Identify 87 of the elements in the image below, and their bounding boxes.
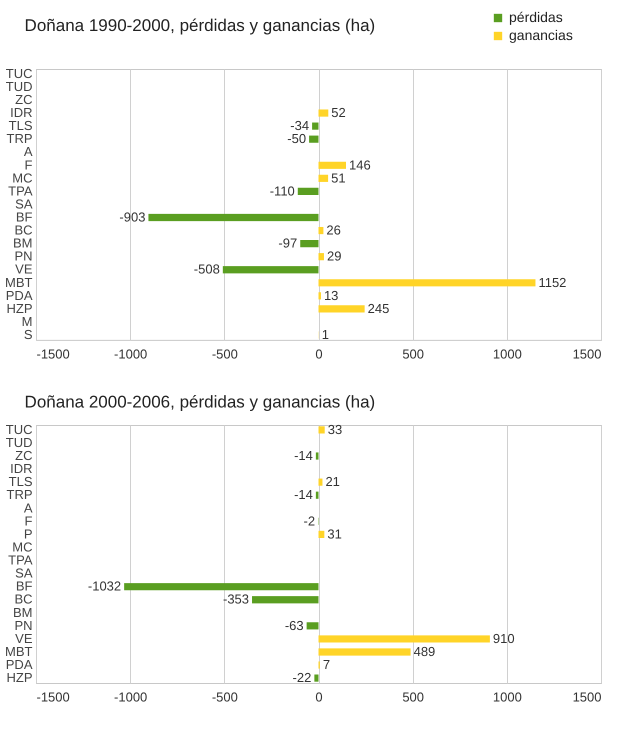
x-tick-label: 500 [402,690,424,704]
y-tick-label: TPA [8,552,33,568]
y-tick-label: TUC [6,422,32,437]
chart-title: Doñana 2000-2006, pérdidas y ganancias (ha) [24,392,376,412]
y-tick-label: VE [15,262,33,277]
y-tick-label: F [24,513,33,528]
data-label: -353 [222,592,250,607]
y-tick-label: TRP [6,487,32,502]
data-label: 1 [322,327,329,342]
data-label: -2 [304,513,316,528]
data-label: -34 [290,118,310,134]
data-label: 245 [368,300,390,316]
y-tick-label: SA [15,196,33,212]
data-label: 31 [327,526,342,542]
y-tick-label: PN [14,618,32,633]
y-tick-label: TUC [6,66,32,81]
data-label: 910 [492,630,515,646]
x-tick-label: 1500 [572,346,602,362]
x-tick-label: 500 [402,346,424,362]
y-tick-label: TUD [6,78,32,94]
y-tick-label: BC [14,592,32,607]
y-tick-label: S [24,327,33,342]
legend-label: pérdidas [509,9,563,25]
y-tick-label: BF [16,210,33,225]
y-tick-label: PDA [6,288,33,303]
data-label: -110 [270,183,295,198]
data-label: -50 [287,131,306,146]
data-label: -97 [278,236,298,251]
data-label: -63 [284,618,304,633]
y-tick-label: TUD [6,434,32,450]
y-tick-label: TLS [8,118,33,134]
y-tick-label: MC [12,170,32,186]
data-label: -508 [194,262,220,277]
data-label: -14 [294,448,313,464]
y-tick-label: ZC [15,448,32,464]
y-tick-label: ZC [15,92,32,108]
y-tick-label: MC [12,539,32,554]
y-tick-label: A [24,500,33,516]
data-label: -14 [294,487,313,502]
x-tick-label: -1000 [114,690,148,704]
x-tick-label: 1000 [492,346,522,362]
y-tick-label: HZP [6,670,32,686]
data-label: 51 [331,170,346,186]
data-label: 21 [325,474,340,490]
y-tick-label: MBT [5,274,33,290]
y-tick-label: MBT [5,644,33,659]
data-label: 52 [331,105,346,120]
y-tick-label: TRP [6,131,32,146]
x-tick-label: 0 [315,346,323,362]
y-tick-label: F [24,157,33,172]
y-tick-label: BC [14,222,32,238]
x-tick-label: -1000 [114,346,148,362]
data-label: 489 [414,644,436,659]
data-label: -1032 [88,578,122,594]
x-tick-label: 1000 [492,690,522,704]
data-label: 29 [326,248,342,264]
y-tick-label: IDR [10,461,32,476]
y-tick-label: A [24,144,33,160]
y-tick-label: BM [13,236,32,251]
x-tick-label: -500 [212,346,238,362]
x-tick-label: -1500 [36,690,70,704]
data-label: -22 [292,670,312,686]
y-tick-label: PN [14,248,32,264]
data-label: 146 [348,157,371,172]
y-tick-label: M [22,314,32,329]
y-tick-label: HZP [6,300,32,316]
data-label: 26 [326,222,341,238]
data-label: 33 [328,422,342,437]
y-tick-label: BF [16,578,33,594]
data-label: 7 [322,657,330,672]
y-tick-label: TLS [8,474,33,490]
x-tick-label: 0 [315,690,323,704]
y-tick-label: BM [13,604,32,620]
y-tick-label: VE [15,630,33,646]
chart-title: Doñana 1990-2000, pérdidas y ganancias (ha) [24,16,376,35]
x-tick-label: -1500 [36,346,70,362]
x-tick-label: 1500 [572,690,602,704]
legend-label: ganancias [509,27,573,43]
y-tick-label: PDA [6,657,33,672]
data-label: 13 [324,288,338,303]
x-tick-label: -500 [212,690,238,704]
y-tick-label: IDR [10,105,32,120]
data-label: 1152 [538,274,566,290]
y-tick-label: P [24,526,32,542]
y-tick-label: SA [15,566,33,581]
data-label: -903 [119,210,146,225]
y-tick-label: TPA [8,183,33,198]
